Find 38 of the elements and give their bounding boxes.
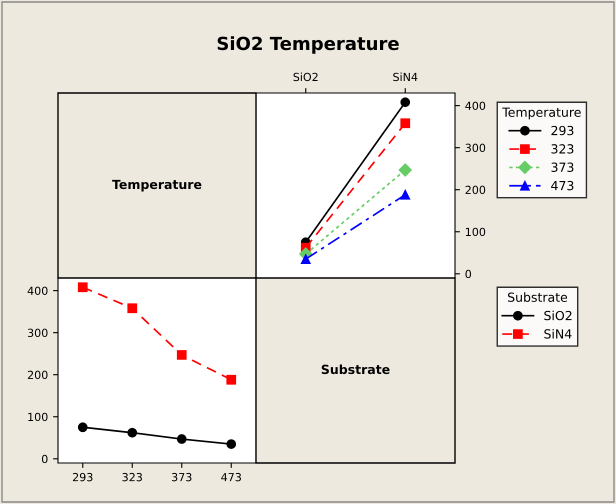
legend-label: 473 (551, 180, 574, 190)
point (300, 254, 311, 264)
point (400, 118, 410, 128)
y-tick-label: 100 (28, 412, 48, 422)
legend-label: 293 (551, 126, 574, 136)
y-tick-label: 100 (466, 228, 486, 236)
y-tick-label: 0 (42, 454, 48, 464)
x-tick-label: 373 (172, 472, 192, 482)
legend-label: SiO2 (544, 310, 572, 320)
legend-label: 323 (551, 144, 574, 154)
y-tick-label: 400 (465, 102, 486, 110)
point (400, 190, 410, 200)
point (127, 428, 138, 438)
point (78, 282, 88, 292)
point (176, 434, 187, 444)
point (78, 422, 88, 432)
y-tick-label: 200 (466, 186, 486, 194)
y-tick-label: 400 (28, 286, 48, 295)
point (226, 439, 236, 449)
point (226, 374, 236, 385)
point (127, 303, 138, 314)
text: Temperature (112, 180, 202, 192)
text: SiO2 Temperature (218, 36, 399, 54)
legend-label: 373 (551, 162, 574, 172)
point (400, 97, 410, 108)
x-tick-label: 323 (122, 472, 142, 482)
x-tick-label: 473 (221, 472, 241, 482)
point (398, 163, 412, 177)
legend-title: Substrate (508, 292, 568, 302)
y-tick-label: 300 (466, 144, 486, 152)
x-tick-label: 293 (72, 472, 92, 482)
y-tick-label: 0 (465, 270, 472, 278)
text: Substrate (322, 364, 390, 374)
y-tick-label: 200 (28, 370, 48, 380)
y-tick-label: 300 (28, 328, 48, 338)
legend-label: SiN4 (544, 328, 572, 339)
point (176, 350, 187, 360)
legend-title: Temperature (502, 108, 581, 120)
